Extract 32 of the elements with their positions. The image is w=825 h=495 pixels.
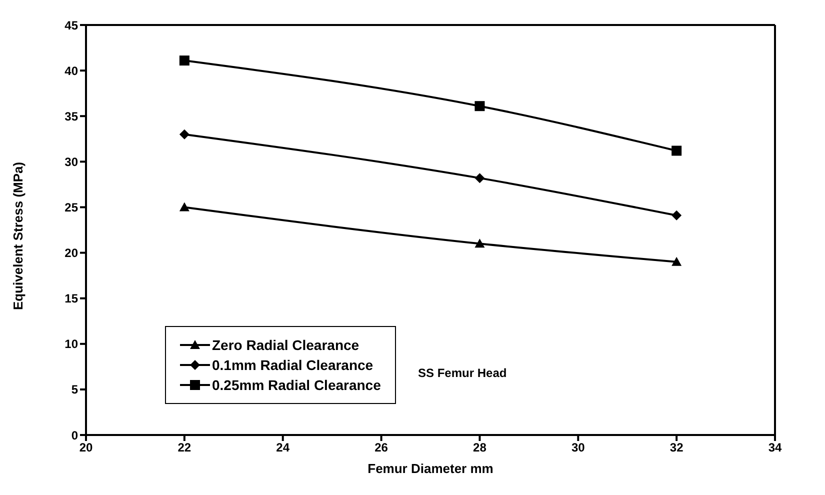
point: [179, 56, 190, 66]
x-tick-label: 28: [473, 440, 487, 455]
y-tick-label: 40: [64, 64, 78, 78]
y-tick-label: 25: [64, 200, 78, 214]
annotation: SS Femur Head: [418, 366, 507, 380]
x-tick-label: 34: [768, 440, 782, 455]
y-tick-label: 10: [64, 337, 78, 352]
x-tick-label: 32: [670, 440, 684, 455]
point: [474, 238, 485, 248]
point: [179, 202, 190, 212]
legend-label: 0.1mm Radial Clearance: [212, 357, 374, 373]
point: [672, 210, 682, 220]
x-axis-title: Femur Diameter mm: [368, 461, 494, 476]
x-tick-label: 26: [374, 440, 388, 455]
y-tick-label: 0: [71, 428, 78, 442]
y-tick-label: 20: [64, 246, 78, 260]
point: [474, 173, 485, 184]
y-tick-label: 45: [64, 18, 78, 32]
y-axis-title: Equivelent Stress (MPa): [10, 162, 26, 310]
x-tick-label: 22: [178, 440, 192, 455]
x-tick-label: 30: [571, 440, 586, 455]
point: [179, 129, 190, 140]
point: [474, 101, 485, 112]
y-tick-label: 35: [64, 109, 78, 124]
y-tick-label: 30: [64, 154, 78, 169]
point: [672, 146, 682, 156]
legend-label: 0.25mm Radial Clearance: [212, 377, 381, 393]
y-tick-label: 15: [64, 292, 78, 306]
point: [672, 256, 682, 266]
y-tick-label: 5: [71, 382, 78, 397]
x-tick-label: 24: [276, 440, 290, 455]
legend-label: Zero Radial Clearance: [212, 337, 360, 353]
